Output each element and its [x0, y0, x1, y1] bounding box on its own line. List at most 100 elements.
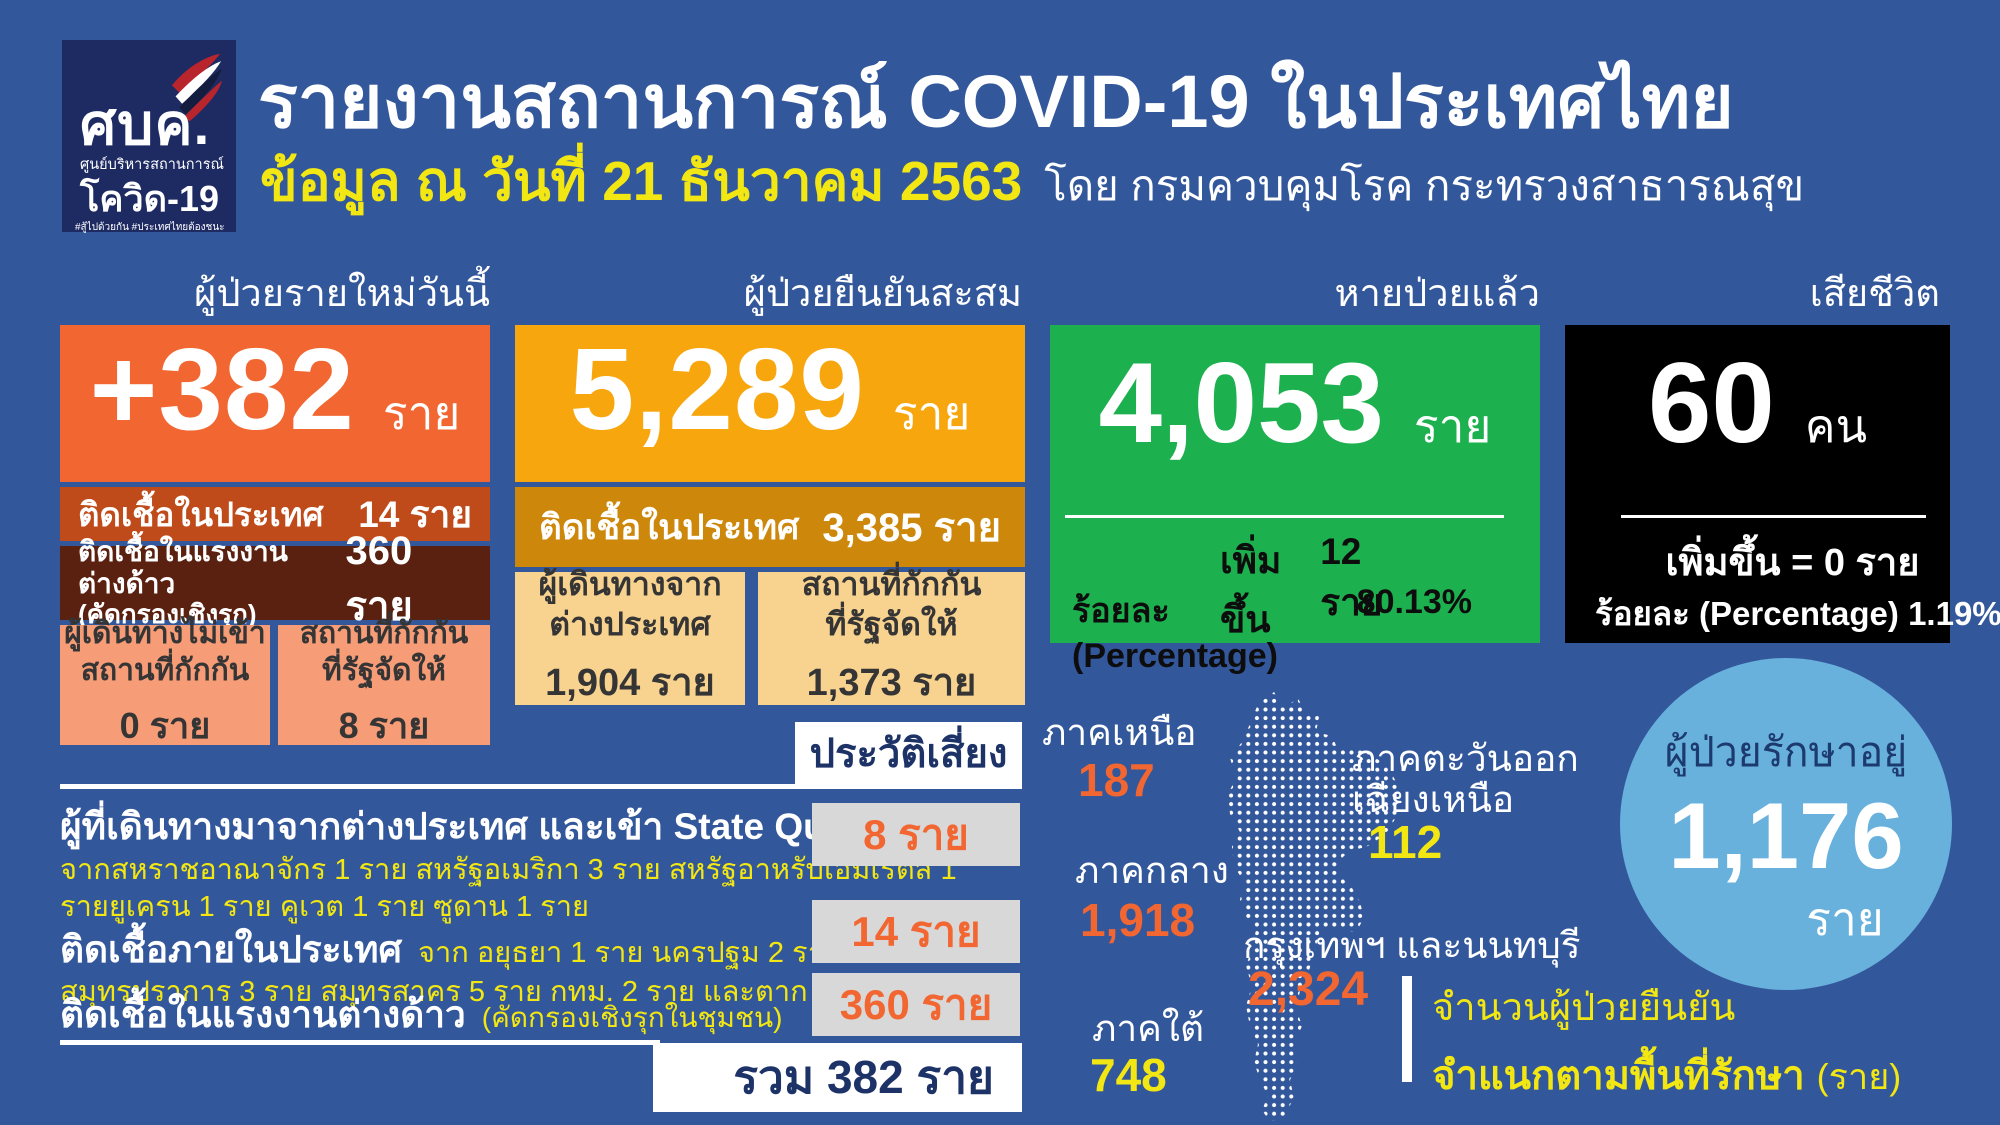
logo-abbr-text: ศบค. [80, 93, 211, 157]
new-cases-value-box: +382 ราย [60, 325, 490, 482]
cumulative-abroad-box: ผู้เดินทางจาก ต่างประเทศ 1,904 ราย [515, 566, 745, 705]
new-domestic-strip: ติดเชื้อในประเทศ 14 ราย [60, 487, 490, 541]
abroad-label-line1: ผู้เดินทางจาก [538, 566, 722, 603]
deaths-card-label: เสียชีวิต [1809, 273, 1940, 315]
map-caption-line2: จำแนกตามพื้นที่รักษา [1432, 1054, 1805, 1098]
deaths-increase-text: เพิ่มขึ้น = 0 ราย [1665, 542, 1920, 584]
active-cases-unit: ราย [1806, 892, 1884, 945]
cumulative-value-box: 5,289 ราย [515, 325, 1025, 482]
map-caption-line1: จำนวนผู้ป่วยยืนยัน [1432, 987, 1736, 1029]
recovered-percent-row: ร้อยละ (Percentage) 80.13% [1050, 583, 1540, 676]
new-domestic-label: ติดเชื้อในประเทศ [78, 495, 324, 533]
new-migrant-label: ติดเชื้อในแรงงานต่างด้าว [78, 535, 288, 600]
thailand-dotted-map [1228, 692, 1400, 1122]
deaths-divider [1621, 515, 1926, 518]
region-northeast-label: ภาคตะวันออก เฉียงเหนือ [1352, 738, 1579, 821]
state-quarantine-value: 8 ราย [338, 704, 430, 746]
region-northeast-label-line2: เฉียงเหนือ [1352, 779, 1515, 821]
region-central-value: 1,918 [1080, 894, 1196, 946]
map-caption: จำนวนผู้ป่วยยืนยัน จำแนกตามพื้นที่รักษา … [1432, 976, 1901, 1107]
risk-item2-detail2: สมุทรปราการ 3 ราย สมุทรสาคร 5 ราย กทม. 2… [60, 976, 889, 1008]
risk-item3-value-box: 360 ราย [812, 973, 1020, 1036]
recovered-divider [1065, 515, 1504, 518]
state-quarantine-label-line1: สถานที่กักกัน [299, 617, 469, 651]
recovered-increase-value: 12 ราย [1320, 531, 1383, 623]
risk-item2-title: ติดเชื้อภายในประเทศ [60, 929, 402, 970]
state-quarantine-label-line2: ที่รัฐจัดให้ [322, 654, 446, 687]
new-no-quarantine-box: ผู้เดินทางไม่เข้า สถานที่กักกัน 0 ราย [60, 617, 270, 746]
recovered-box: 4,053 ราย เพิ่มขึ้น 12 ราย ร้อยละ (Perce… [1050, 325, 1540, 675]
new-cases-card-label: ผู้ป่วยรายใหม่วันนี้ [194, 273, 490, 315]
new-state-quarantine-box: สถานที่กักกัน ที่รัฐจัดให้ 8 ราย [278, 617, 490, 746]
new-migrant-value: 360 ราย [345, 528, 413, 629]
no-quarantine-label-line2: สถานที่กักกัน [80, 654, 250, 687]
cumulative-value: 5,289 [569, 324, 865, 454]
report-date: ข้อมูล ณ วันที่ 21 ธันวาคม 2563 [260, 150, 1023, 212]
cum-quarantine-label-line1: สถานที่กักกัน [801, 566, 982, 603]
thai-flag-swoosh-icon [171, 53, 222, 122]
risk-bottom-rule [60, 1040, 660, 1045]
region-northeast-label-line1: ภาคตะวันออก [1352, 738, 1579, 779]
logo-org-text: ศูนย์บริหารสถานการณ์ [80, 157, 224, 173]
deaths-box: 60 คน เพิ่มขึ้น = 0 ราย ร้อยละ (Percenta… [1565, 325, 2000, 643]
region-north-value: 187 [1078, 754, 1155, 806]
region-bangkok-label: กรุงเทพฯ และนนทบุรี [1243, 925, 1581, 966]
page-subtitle: ข้อมูล ณ วันที่ 21 ธันวาคม 2563 โดย กรมค… [260, 138, 1804, 225]
abroad-label-line2: ต่างประเทศ [549, 605, 711, 642]
no-quarantine-value: 0 ราย [119, 704, 211, 746]
risk-item3-title: ติดเชื้อในแรงงานต่างด้าว [60, 994, 466, 1035]
active-cases-label: ผู้ป่วยรักษาอยู่ [1664, 729, 1908, 775]
cumulative-domestic-value: 3,385 ราย [822, 506, 1001, 550]
risk-item2-value-box: 14 ราย [812, 900, 1020, 963]
active-cases-value: 1,176 [1668, 783, 1904, 888]
risk-item1-detail1: จากสหราชอาณาจักร 1 ราย สหรัฐอเมริกา 3 รา… [60, 854, 957, 886]
region-north-label: ภาคเหนือ [1042, 712, 1197, 753]
ccsa-logo: ศบค. ศูนย์บริหารสถานการณ์ โควิด-19 #สู้ไ… [62, 40, 236, 233]
deaths-percent-text: ร้อยละ (Percentage) 1.19% [1595, 595, 2000, 632]
deaths-value: 60 [1647, 340, 1775, 467]
report-source: โดย กรมควบคุมโรค กระทรวงสาธารณสุข [1044, 162, 1805, 209]
recovered-card-label: หายป่วยแล้ว [1334, 273, 1541, 315]
risk-item2-detail1: จาก อยุธยา 1 ราย นครปฐม 2 ราย [418, 937, 841, 969]
cumulative-card-label: ผู้ป่วยยืนยันสะสม [743, 273, 1022, 315]
cum-quarantine-value: 1,373 ราย [806, 661, 977, 704]
risk-top-rule [60, 784, 1022, 789]
risk-item1-value-box: 8 ราย [812, 803, 1020, 866]
page-title: รายงานสถานการณ์ COVID-19 ในประเทศไทย [258, 60, 1734, 143]
recovered-unit: ราย [1413, 400, 1492, 452]
cum-quarantine-label-line2: ที่รัฐจัดให้ [825, 605, 958, 642]
risk-total-box: รวม 382 ราย [653, 1043, 1022, 1112]
no-quarantine-label-line1: ผู้เดินทางไม่เข้า [64, 617, 266, 651]
region-central-label: ภาคกลาง [1075, 850, 1229, 891]
new-migrant-sublabel: (คัดกรองเชิงรุก) [78, 599, 257, 630]
logo-hashtags: #สู้ไปด้วยกัน #ประเทศไทยต้องชนะ [75, 222, 225, 233]
new-migrant-strip: ติดเชื้อในแรงงานต่างด้าว (คัดกรองเชิงรุก… [60, 529, 490, 629]
cumulative-domestic-label: ติดเชื้อในประเทศ [539, 507, 800, 547]
risk-item2-row: ติดเชื้อภายในประเทศ จาก อยุธยา 1 ราย นคร… [60, 920, 841, 979]
thailand-map-shape [1228, 692, 1400, 1122]
recovered-percent-label: ร้อยละ (Percentage) [1072, 592, 1278, 675]
map-caption-bar [1402, 976, 1412, 1082]
recovered-increase-label: เพิ่มขึ้น [1220, 540, 1282, 640]
new-domestic-value: 14 ราย [358, 493, 472, 535]
abroad-value: 1,904 ราย [545, 661, 715, 704]
recovered-increase-row: เพิ่มขึ้น 12 ราย [1050, 531, 1540, 649]
risk-item1-detail2: รายยูเครน 1 ราย คูเวต 1 ราย ซูดาน 1 ราย [60, 891, 590, 923]
active-cases-circle: ผู้ป่วยรักษาอยู่ 1,176 ราย [1620, 658, 1952, 990]
region-bangkok-value: 2,324 [1248, 963, 1369, 1016]
logo-covid-text: โควิด-19 [80, 178, 220, 219]
deaths-unit: คน [1804, 400, 1868, 452]
region-northeast-value: 112 [1368, 816, 1443, 868]
risk-item3-sublabel: (คัดกรองเชิงรุกในชุมชน) [481, 1002, 783, 1033]
cumulative-domestic-strip: ติดเชื้อในประเทศ 3,385 ราย [515, 487, 1025, 567]
recovered-value: 4,053 [1098, 340, 1384, 467]
region-south-label: ภาคใต้ [1092, 1008, 1205, 1049]
region-south-value: 748 [1090, 1049, 1167, 1101]
recovered-percent-value: 80.13% [1356, 583, 1472, 621]
cumulative-quarantine-box: สถานที่กักกัน ที่รัฐจัดให้ 1,373 ราย [758, 566, 1025, 705]
new-cases-unit: ราย [382, 387, 461, 439]
new-cases-value: +382 [89, 324, 355, 454]
map-caption-suffix: (ราย) [1816, 1056, 1902, 1097]
cumulative-unit: ราย [892, 387, 971, 439]
